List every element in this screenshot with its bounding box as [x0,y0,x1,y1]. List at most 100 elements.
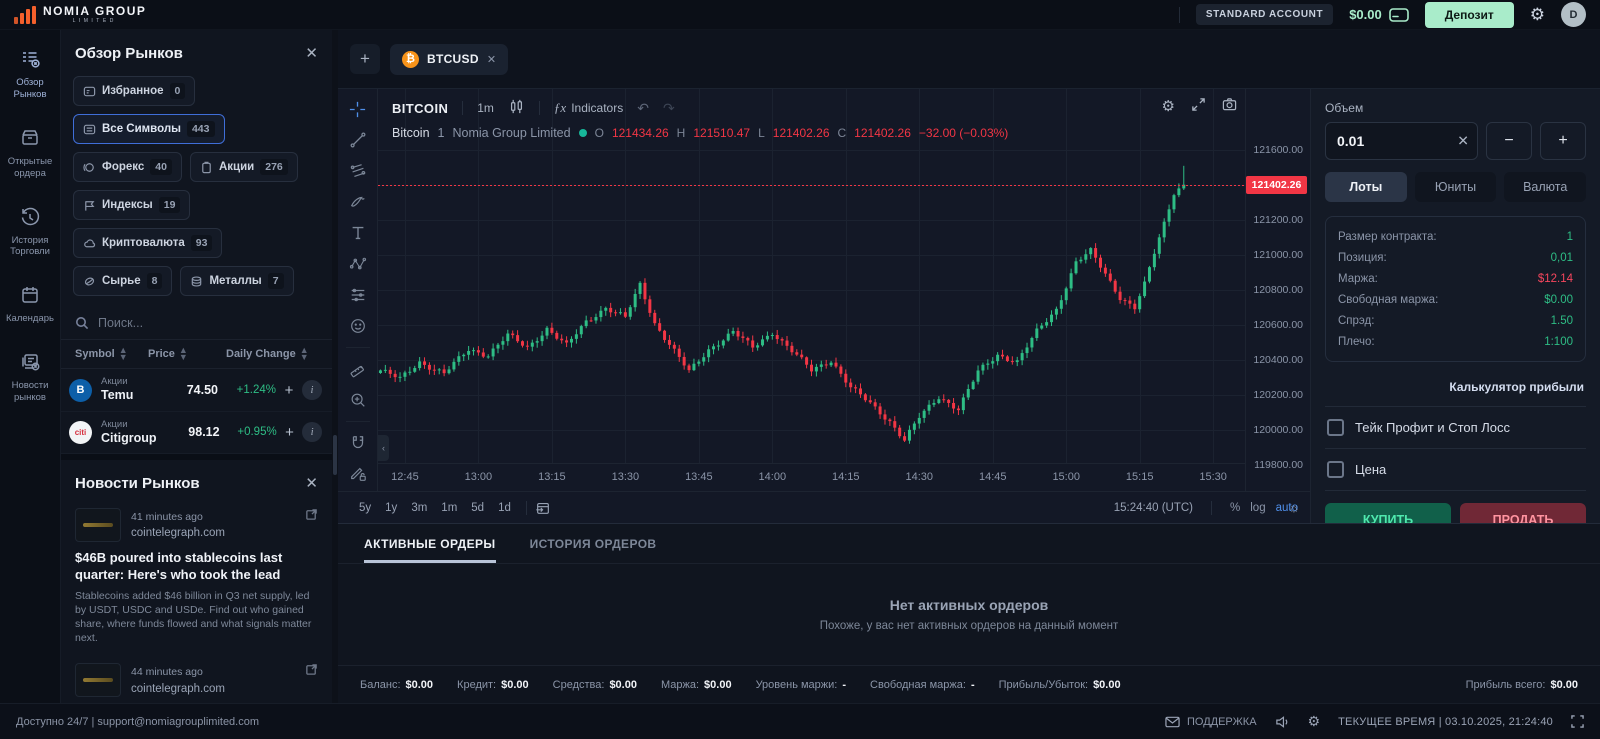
percent-scale-toggle[interactable]: % [1230,501,1241,514]
redo-icon[interactable]: ↷ [662,99,675,116]
interval-selector[interactable]: 1m [477,101,494,115]
statusbar-settings-icon[interactable]: ⚙ [1307,713,1321,729]
filter-forex[interactable]: Форекс 40 [73,152,182,182]
chart-clock[interactable]: 15:24:40 (UTC) [1113,501,1194,514]
profit-calculator-link[interactable]: Калькулятор прибыли [1449,380,1584,394]
range-1m[interactable]: 1m [441,501,458,514]
sidebar-item-open-orders[interactable]: Открытые ордера [1,127,59,180]
emoji-tool-icon[interactable] [347,316,369,336]
support-button[interactable]: ПОДДЕРЖКА [1165,716,1257,728]
market-overview-close-icon[interactable]: ✕ [305,45,318,62]
fullscreen-chart-icon[interactable] [1191,97,1206,116]
range-1d[interactable]: 1d [498,501,511,514]
snapshot-camera-icon[interactable] [1222,97,1237,116]
column-daily-change[interactable]: Daily Change ▲ ▼ [226,345,309,363]
sidebar-item-trade-history[interactable]: История Торговли [1,206,59,259]
axis-settings-icon[interactable]: ☼ [1288,500,1300,515]
wallet-card-icon[interactable] [1388,7,1409,22]
metals-icon [192,275,202,287]
position-tool-icon[interactable] [347,285,369,305]
filter-indices[interactable]: Индексы 19 [73,190,191,220]
sidebar-item-label: Открытые ордера [7,155,53,179]
range-5y[interactable]: 5y [359,501,372,514]
volume-decrease-button[interactable]: − [1486,122,1532,160]
tp-sl-checkbox[interactable] [1327,419,1344,436]
symbol-info-icon[interactable]: i [302,380,322,401]
search-input[interactable] [98,316,318,330]
pattern-tool-icon[interactable] [347,254,369,274]
undo-icon[interactable]: ↶ [637,99,649,116]
filter-commodities[interactable]: Сырье 8 [73,266,173,296]
unit-tab-lots[interactable]: Лоты [1325,172,1407,202]
deposit-button[interactable]: Депозит [1424,1,1514,28]
filter-favorites[interactable]: Избранное 0 [73,76,196,106]
sidebar-item-market-news[interactable]: Новости рынков [1,351,59,404]
add-tab-button[interactable]: + [350,44,380,74]
current-time: ТЕКУЩЕЕ ВРЕМЯ | 03.10.2025, 21:24:40 [1338,715,1553,728]
go-to-date-icon[interactable] [535,500,551,516]
news-item[interactable]: 41 minutes ago cointelegraph.com $46B po… [61,502,332,657]
add-symbol-icon[interactable]: + [284,381,294,399]
sidebar-item-calendar[interactable]: Календарь [1,284,59,325]
trendline-tool-icon[interactable] [347,130,369,150]
panel-scrollbar[interactable] [332,30,338,703]
detail-value: 1:100 [1544,335,1573,348]
market-overview-icon [23,52,40,68]
chart-settings-gear-icon[interactable]: ⚙ [1161,98,1175,115]
sidebar-item-market-overview[interactable]: Обзор Рынков [1,48,59,101]
filter-all-symbols[interactable]: Все Символы 443 [73,114,225,144]
collapse-panel-chevron[interactable]: ‹ [378,435,389,461]
tab-active-orders[interactable]: АКТИВНЫЕ ОРДЕРЫ [364,537,496,563]
fib-tool-icon[interactable] [347,161,369,181]
unit-tab-currency[interactable]: Валюта [1504,172,1587,202]
time-axis[interactable]: 12:45 13:00 13:15 13:30 13:45 14:00 14:15 14:30… [378,463,1245,491]
symbol-row-temu[interactable]: B Акции Temu 74.50 +1.24% + i [61,369,332,412]
drawing-lock-tool-icon[interactable] [347,464,369,484]
range-5d[interactable]: 5d [471,501,485,514]
magnet-tool-icon[interactable] [347,433,369,453]
column-symbol[interactable]: Symbol ▲ ▼ [75,345,128,363]
filter-metals[interactable]: Металлы 7 [180,266,294,296]
tab-btcusd[interactable]: ₿ BTCUSD ✕ [390,43,509,75]
news-close-icon[interactable]: ✕ [305,474,318,492]
candlestick-canvas [378,89,1245,463]
symbol-row-citigroup[interactable]: citi Акции Citigroup 98.12 +0.95% + i [61,412,332,454]
add-symbol-icon[interactable]: + [285,423,294,441]
volume-input[interactable] [1325,122,1478,160]
brush-tool-icon[interactable] [347,192,369,212]
crosshair-tool-icon[interactable] [347,99,369,119]
symbol-info-icon[interactable]: i [302,422,323,443]
auto-scale-toggle[interactable]: auto [1275,501,1298,514]
chart-plot[interactable]: BITCOIN 1m ƒx Indicators ↶ ↷ [378,89,1245,463]
tab-close-icon[interactable]: ✕ [486,53,497,66]
clear-volume-icon[interactable]: ✕ [1457,132,1469,149]
measure-tool-icon[interactable] [347,359,369,379]
text-tool-icon[interactable] [347,223,369,243]
unit-tab-units[interactable]: Юниты [1414,172,1497,202]
filter-crypto[interactable]: Криптовалюта 93 [73,228,223,258]
range-1y[interactable]: 1y [385,501,398,514]
chart-symbol[interactable]: BITCOIN [392,100,449,116]
news-item[interactable]: 44 minutes ago cointelegraph.com Stablec… [61,657,332,703]
chart-style-icon[interactable] [508,98,525,118]
filter-stocks[interactable]: Акции 276 [189,152,298,182]
indicators-button[interactable]: ƒx Indicators [553,100,624,115]
price-tick: 121200.00 [1253,214,1303,227]
price-checkbox-row[interactable]: Цена [1325,448,1586,490]
sound-toggle[interactable] [1275,715,1290,729]
settings-gear-icon[interactable]: ⚙ [1529,5,1545,24]
zoom-in-tool-icon[interactable] [347,390,369,410]
external-link-icon[interactable] [305,508,318,542]
external-link-icon[interactable] [305,663,318,697]
range-3m[interactable]: 3m [411,501,428,514]
column-price[interactable]: Price ▲ ▼ [148,345,188,363]
avatar[interactable]: D [1561,2,1586,27]
legend-symbol[interactable]: Bitcoin [392,126,430,140]
log-scale-toggle[interactable]: log [1250,501,1266,514]
tp-sl-checkbox-row[interactable]: Тейк Профит и Стоп Лосс [1325,406,1586,448]
volume-increase-button[interactable]: + [1540,122,1586,160]
price-checkbox[interactable] [1327,461,1344,478]
tab-order-history[interactable]: ИСТОРИЯ ОРДЕРОВ [529,537,657,551]
fullscreen-toggle-icon[interactable] [1571,715,1584,728]
price-axis[interactable]: 121402.26 ☼ 121600.00 121200.00 121000.00 1… [1245,89,1310,515]
